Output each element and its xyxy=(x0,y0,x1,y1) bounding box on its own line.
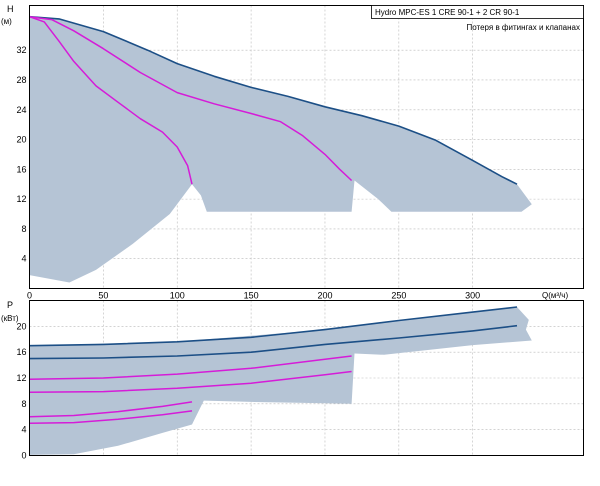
legend: Hydro MPC-ES 1 CRE 90-1 + 2 CR 90-1 Поте… xyxy=(371,5,584,32)
partial-speed-curve-3 xyxy=(29,370,352,393)
partial-speed-curve-2 xyxy=(29,355,352,381)
x-tick-label: 100 xyxy=(170,291,185,301)
power-y-tick-labels: 0 4 8 12 16 20 xyxy=(16,321,26,460)
x-tick-label: 250 xyxy=(391,291,406,301)
head-curves xyxy=(29,15,518,185)
partial-speed-curve-5 xyxy=(29,410,193,424)
y-tick-label: 32 xyxy=(16,45,26,55)
head-axis-label: H xyxy=(7,4,14,14)
head-operating-region xyxy=(29,16,532,283)
max-speed-curve-0 xyxy=(29,15,518,185)
head-x-tick-labels: 0 50 100 150 200 250 300 xyxy=(27,291,480,301)
x-tick-label: 50 xyxy=(98,291,108,301)
partial-speed-curve-4 xyxy=(29,401,193,418)
power-chart: 0 4 8 12 16 20 P (кВт) xyxy=(1,300,584,461)
y-tick-label: 16 xyxy=(16,164,26,174)
power-axis-unit: (кВт) xyxy=(1,314,19,323)
partial-speed-curve-1 xyxy=(29,15,353,182)
power-operating-region xyxy=(29,307,532,455)
y-tick-label: 4 xyxy=(21,254,26,264)
power-plot-frame xyxy=(29,300,584,456)
legend-losses-label: Потеря в фитингах и клапанах xyxy=(467,23,581,32)
y-tick-label: 24 xyxy=(16,105,26,115)
x-tick-label: 0 xyxy=(27,291,32,301)
y-tick-label: 8 xyxy=(21,399,26,409)
y-tick-label: 12 xyxy=(16,373,26,383)
y-tick-label: 4 xyxy=(21,425,26,435)
legend-box xyxy=(371,5,584,19)
y-tick-label: 0 xyxy=(21,451,26,461)
y-tick-label: 20 xyxy=(16,321,26,331)
y-tick-label: 28 xyxy=(16,75,26,85)
power-axis-label: P xyxy=(7,300,13,310)
y-tick-label: 8 xyxy=(21,224,26,234)
x-tick-label: 150 xyxy=(244,291,259,301)
y-tick-label: 16 xyxy=(16,347,26,357)
partial-speed-curve-2 xyxy=(29,15,193,185)
power-curves xyxy=(29,306,518,424)
x-tick-label: 300 xyxy=(465,291,480,301)
x-tick-label: 200 xyxy=(317,291,332,301)
head-plot-frame xyxy=(29,5,584,289)
flow-axis-label: Q(м³/ч) xyxy=(542,291,568,300)
head-axis-unit: (м) xyxy=(1,17,12,26)
y-tick-label: 20 xyxy=(16,135,26,145)
max-speed-curve-1 xyxy=(29,324,518,360)
head-y-tick-labels: 4 8 12 16 20 24 28 32 xyxy=(16,45,26,264)
y-tick-label: 12 xyxy=(16,194,26,204)
legend-pump-label: Hydro MPC-ES 1 CRE 90-1 + 2 CR 90-1 xyxy=(375,8,520,17)
max-speed-curve-0 xyxy=(29,306,518,347)
